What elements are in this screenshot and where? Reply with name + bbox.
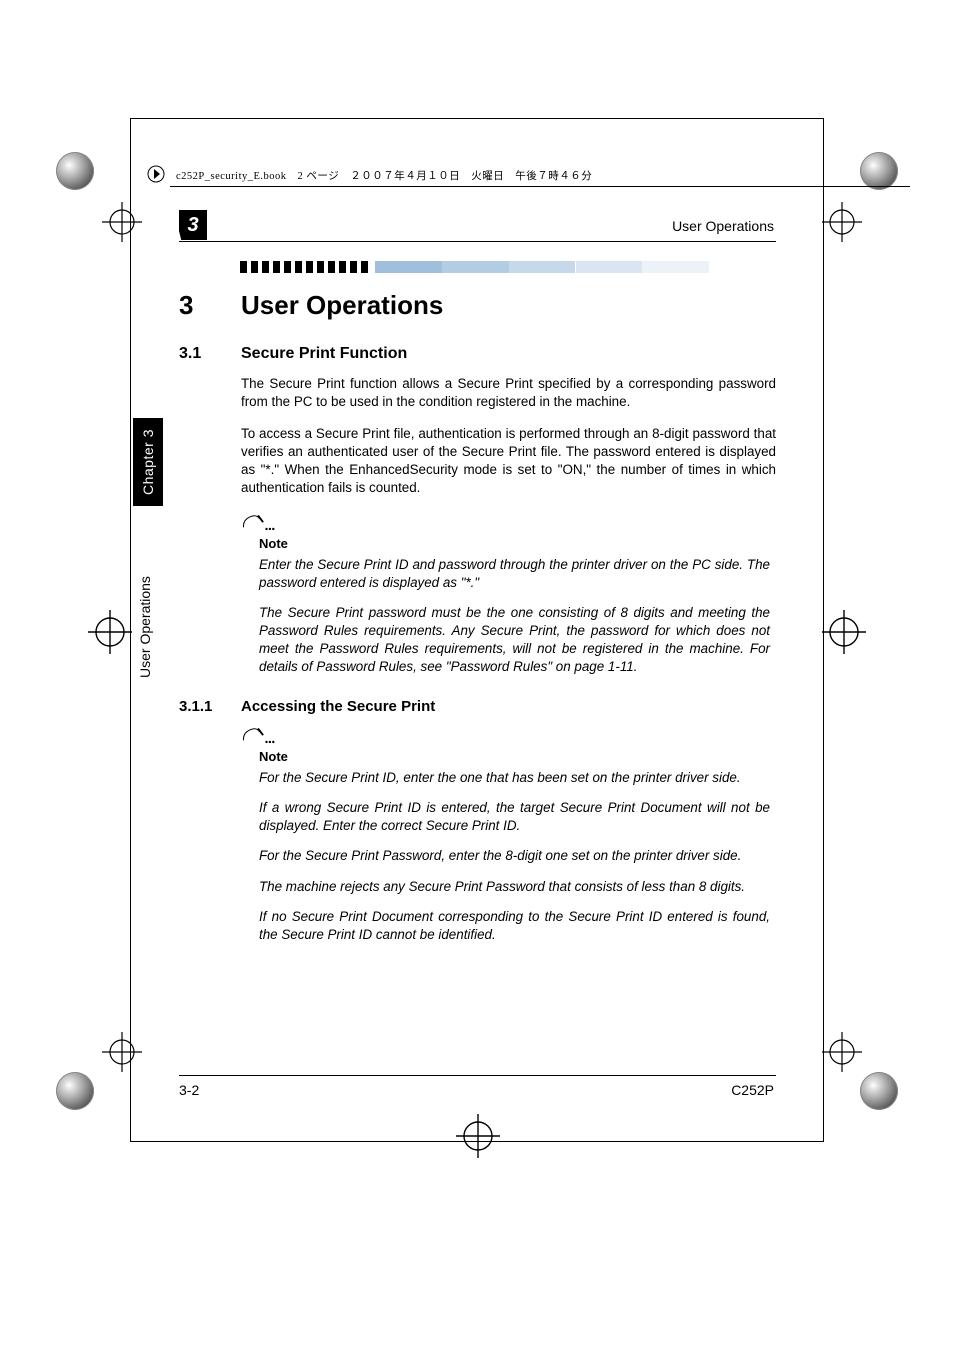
- page-number: 3-2: [179, 1082, 199, 1098]
- subsection-heading: 3.1.1 Accessing the Secure Print: [179, 698, 776, 715]
- crop-gem-icon: [860, 1072, 898, 1110]
- note-label: Note: [259, 749, 776, 764]
- chapter-heading: 3 User Operations: [179, 290, 776, 321]
- decorative-tick-strip: [240, 261, 776, 273]
- footer-rule: [179, 1075, 776, 1076]
- chapter-number: 3: [179, 210, 207, 240]
- section-heading: 3.1 Secure Print Function: [179, 345, 776, 363]
- note-icon: [241, 725, 275, 747]
- registration-mark-icon: [100, 1030, 134, 1064]
- subsection-heading-number: 3.1.1: [179, 698, 241, 715]
- note-paragraph: The Secure Print password must be the on…: [259, 604, 770, 676]
- registration-mark-icon: [822, 610, 866, 654]
- subsection-heading-title: Accessing the Secure Print: [241, 698, 435, 715]
- registration-mark-icon: [100, 200, 134, 234]
- crop-gem-icon: [56, 152, 94, 190]
- note-paragraph: For the Secure Print Password, enter the…: [259, 847, 770, 865]
- note-icon: [241, 512, 275, 534]
- body-paragraph: To access a Secure Print file, authentic…: [241, 425, 776, 497]
- note-paragraph: Enter the Secure Print ID and password t…: [259, 556, 770, 592]
- chapter-heading-number: 3: [179, 290, 241, 321]
- crop-gem-icon: [56, 1072, 94, 1110]
- chapter-side-tab: Chapter 3: [133, 418, 163, 506]
- note-paragraph: If no Secure Print Document correspondin…: [259, 908, 770, 944]
- registration-mark-icon: [820, 200, 854, 234]
- registration-mark-icon: [820, 1030, 854, 1064]
- chapter-number-badge: 3: [179, 210, 207, 240]
- running-header: User Operations: [672, 218, 774, 234]
- section-heading-title: Secure Print Function: [241, 345, 407, 363]
- crop-gem-icon: [860, 152, 898, 190]
- chapter-heading-title: User Operations: [241, 290, 443, 321]
- page-content: 3 User Operations 3.1 Secure Print Funct…: [179, 290, 776, 956]
- note-paragraph: If a wrong Secure Print ID is entered, t…: [259, 799, 770, 835]
- arrow-icon: [146, 164, 166, 184]
- model-code: C252P: [731, 1082, 774, 1098]
- source-file-header: c252P_security_E.book 2 ページ ２００７年４月１０日 火…: [170, 160, 770, 188]
- section-heading-number: 3.1: [179, 345, 241, 363]
- note-paragraph: For the Secure Print ID, enter the one t…: [259, 769, 770, 787]
- registration-mark-icon: [88, 610, 132, 654]
- header-rule: [179, 241, 776, 242]
- chapter-side-tab-label: Chapter 3: [133, 418, 163, 506]
- note-paragraph: The machine rejects any Secure Print Pas…: [259, 878, 770, 896]
- section-side-label: User Operations: [137, 528, 159, 678]
- source-file-text: c252P_security_E.book 2 ページ ２００７年４月１０日 火…: [176, 168, 592, 183]
- body-paragraph: The Secure Print function allows a Secur…: [241, 375, 776, 411]
- note-label: Note: [259, 536, 776, 551]
